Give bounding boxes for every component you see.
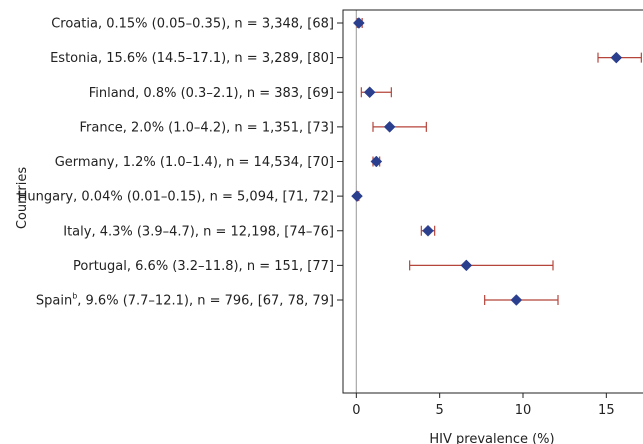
x-tick-label: 0 — [352, 403, 360, 418]
category-details: , 2.0% (1.0–4.2), n = 1,351, [73] — [123, 120, 334, 135]
y-axis-title: Countries — [15, 167, 30, 230]
point-estimate-marker — [510, 294, 523, 306]
country-name: Germany — [55, 155, 115, 170]
category-label: Spainb, 9.6% (7.7–12.1), n = 796, [67, 7… — [36, 292, 334, 309]
category-details: , 4.3% (3.9–4.7), n = 12,198, [74–76] — [91, 224, 334, 239]
category-label: Germany, 1.2% (1.0–1.4), n = 14,534, [70… — [55, 155, 334, 170]
x-tick-label: 15 — [598, 403, 615, 418]
category-label: Portugal, 6.6% (3.2–11.8), n = 151, [77] — [73, 259, 334, 274]
category-details: , 15.6% (14.5–17.1), n = 3,289, [80] — [98, 51, 334, 66]
confidence-intervals — [355, 18, 642, 305]
point-estimate-marker — [460, 259, 473, 272]
data-markers — [351, 17, 623, 306]
x-axis-title: HIV prevalence (%) — [429, 432, 554, 444]
x-axis: 0 5 10 15 — [352, 393, 615, 418]
ci-bar — [372, 121, 427, 132]
country-name: Estonia — [50, 51, 98, 66]
footnote-marker: b — [72, 292, 77, 301]
country-name: Hungary — [18, 190, 74, 205]
plot-frame — [342, 9, 643, 394]
category-label: Finland, 0.8% (0.3–2.1), n = 383, [69] — [89, 86, 334, 101]
category-details: , 6.6% (3.2–11.8), n = 151, [77] — [127, 259, 334, 274]
category-label: Hungary, 0.04% (0.01–0.15), n = 5,094, [… — [18, 190, 334, 205]
y-axis: Croatia, 0.15% (0.05–0.35), n = 3,348, [… — [18, 17, 343, 309]
category-label: Estonia, 15.6% (14.5–17.1), n = 3,289, [… — [50, 51, 334, 66]
plot-area — [342, 9, 643, 394]
point-estimate-marker — [363, 86, 376, 99]
category-label: France, 2.0% (1.0–4.2), n = 1,351, [73] — [80, 120, 334, 135]
country-name: Portugal — [73, 259, 127, 274]
point-estimate-marker — [610, 51, 623, 64]
point-estimate-marker — [383, 121, 396, 133]
country-name: Finland — [89, 86, 135, 101]
category-label: Croatia, 0.15% (0.05–0.35), n = 3,348, [… — [51, 17, 334, 32]
point-estimate-marker — [370, 155, 383, 168]
point-estimate-marker — [422, 224, 434, 237]
point-estimate-marker — [351, 190, 363, 202]
category-details: , 1.2% (1.0–1.4), n = 14,534, [70] — [114, 155, 334, 170]
country-name: Croatia — [51, 17, 98, 32]
point-estimate-marker — [352, 17, 365, 29]
country-name: Spain — [36, 294, 72, 309]
x-tick-label: 5 — [436, 403, 444, 418]
country-name: France — [80, 120, 123, 135]
category-label: Italy, 4.3% (3.9–4.7), n = 12,198, [74–7… — [63, 224, 334, 239]
country-name: Italy — [63, 224, 92, 239]
ci-bar — [409, 260, 554, 271]
category-details: , 0.04% (0.01–0.15), n = 5,094, [71, 72] — [73, 190, 334, 205]
category-details: , 0.8% (0.3–2.1), n = 383, [69] — [135, 86, 334, 101]
category-details: , 9.6% (7.7–12.1), n = 796, [67, 78, 79] — [77, 294, 334, 309]
x-tick-label: 10 — [515, 403, 532, 418]
category-details: , 0.15% (0.05–0.35), n = 3,348, [68] — [98, 17, 334, 32]
